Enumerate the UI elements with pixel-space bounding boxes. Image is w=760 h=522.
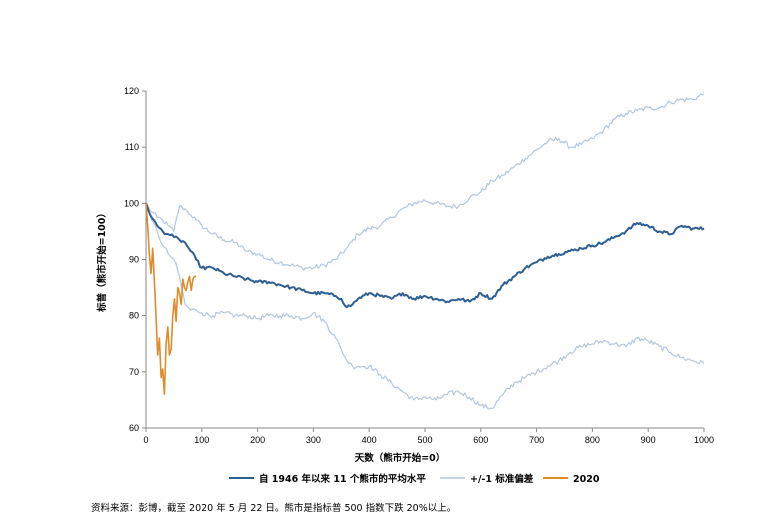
legend: 自 1946 年以来 11 个熊市的平均水平 +/-1 标准偏差 2020 [229, 473, 600, 485]
x-tick-label: 1000 [694, 435, 714, 445]
legend-label-average: 自 1946 年以来 11 个熊市的平均水平 [259, 473, 426, 485]
y-tick-label: 70 [129, 367, 139, 377]
y-axis-title: 标普（熊市开始=100） [96, 208, 108, 313]
x-tick-label: 900 [641, 435, 656, 445]
series-layer [145, 93, 705, 410]
x-tick-label: 500 [417, 435, 432, 445]
x-tick-label: 600 [473, 435, 488, 445]
x-tick-label: 800 [585, 435, 600, 445]
y-ticks: 60 70 80 90 100 110 120 [124, 86, 146, 433]
series-average-line [145, 202, 705, 309]
x-axis-title: 天数（熊市开始=0） [355, 452, 446, 464]
x-tick-label: 0 [143, 435, 148, 445]
x-tick-label: 400 [362, 435, 377, 445]
legend-label-2020: 2020 [573, 474, 600, 485]
x-tick-label: 700 [529, 435, 544, 445]
series-std-upper-line [145, 93, 705, 271]
y-tick-label: 80 [129, 311, 139, 321]
legend-label-std: +/-1 标准偏差 [470, 473, 534, 485]
series-2020-line [145, 203, 197, 396]
axes [145, 91, 704, 429]
y-tick-label: 90 [129, 255, 139, 265]
x-tick-label: 200 [250, 435, 265, 445]
y-tick-label: 110 [125, 142, 139, 152]
x-tick-label: 300 [306, 435, 321, 445]
y-tick-label: 100 [124, 198, 139, 208]
y-tick-label: 60 [129, 423, 139, 433]
y-tick-label: 120 [124, 86, 139, 96]
series-std-lower-line [145, 203, 705, 410]
source-note: 资料来源：彭博，截至 2020 年 5 月 22 日。熊市是指标普 500 指数… [91, 503, 457, 514]
x-tick-label: 100 [194, 435, 209, 445]
x-ticks: 0 100 200 300 400 500 600 700 800 900 1000 [143, 428, 714, 445]
